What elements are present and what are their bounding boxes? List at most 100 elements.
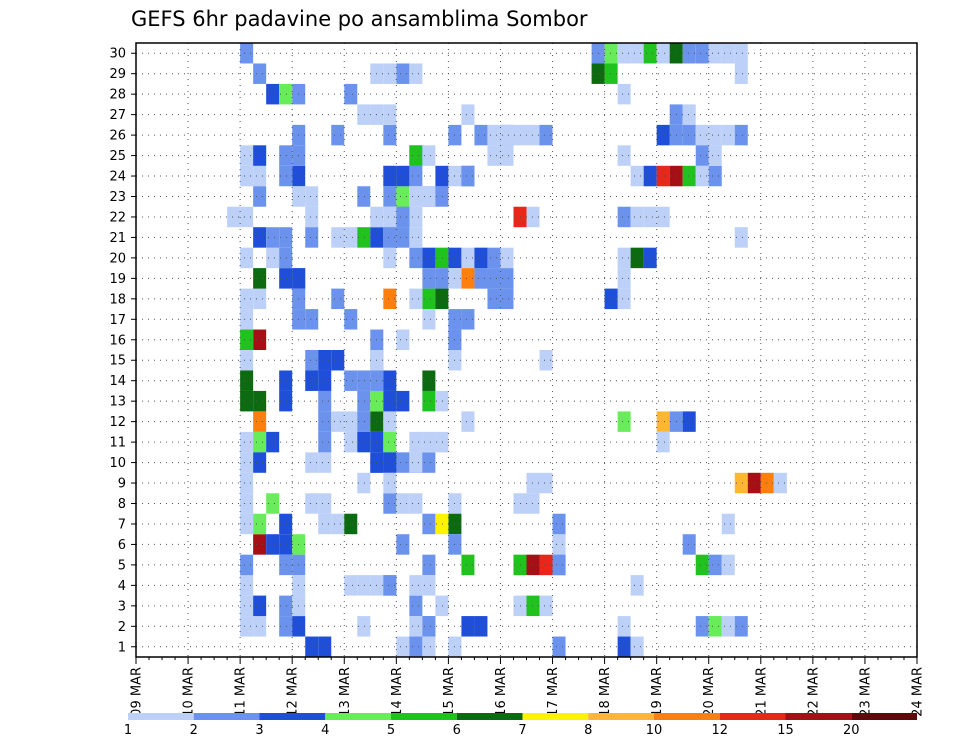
- precip-cell: [240, 206, 254, 228]
- y-tick-label: 11: [109, 436, 126, 451]
- x-axis: 09 MAR 10 MAR 11 MAR 12 MAR 13 MAR 14 MAR 15 M…: [130, 657, 926, 717]
- precip-cell: [253, 227, 267, 248]
- precip-cell: [474, 124, 488, 146]
- precip-cell: [708, 124, 722, 146]
- precip-cell: [383, 431, 397, 453]
- precip-cell: [253, 390, 267, 412]
- precip-cell: [266, 493, 280, 514]
- precip-cell: [422, 247, 436, 269]
- y-tick-label: 22: [109, 210, 126, 225]
- precip-cell: [630, 43, 644, 64]
- x-tick-label: 19 MAR: [650, 667, 665, 717]
- precip-cell: [422, 554, 436, 576]
- precip-cell: [266, 247, 280, 269]
- colorbar-label: 1: [124, 723, 132, 738]
- y-tick-label: 2: [118, 620, 126, 635]
- precip-cell: [721, 43, 735, 64]
- precip-cell: [344, 431, 358, 453]
- precip-cell: [721, 554, 735, 576]
- precip-cell: [643, 247, 657, 269]
- precip-cell: [500, 124, 514, 146]
- x-tick-label: 13 MAR: [338, 667, 353, 717]
- x-tick-label: 11 MAR: [234, 667, 249, 717]
- precip-cell: [409, 63, 423, 84]
- precip-cell: [409, 288, 423, 310]
- precip-cell: [266, 227, 280, 248]
- precip-cell: [383, 370, 397, 391]
- x-tick-label: 22 MAR: [806, 667, 821, 717]
- precip-cell: [383, 124, 397, 146]
- colorbar-label: 10: [646, 723, 663, 738]
- y-tick-label: 26: [109, 129, 126, 144]
- precip-cell: [279, 595, 293, 617]
- y-tick-label: 14: [109, 374, 126, 389]
- precip-cell: [734, 472, 748, 494]
- precip-cell: [240, 350, 254, 371]
- precip-cell: [461, 268, 475, 289]
- precip-cell: [383, 472, 397, 494]
- x-tick-label: 24 MAR: [911, 667, 926, 717]
- precip-cell: [357, 104, 371, 125]
- precip-cell: [383, 288, 397, 310]
- precip-cell: [305, 636, 319, 657]
- y-tick-label: 7: [118, 517, 126, 532]
- precip-cell: [279, 390, 293, 412]
- y-tick-label: 23: [109, 190, 126, 205]
- precip-cell: [396, 452, 410, 473]
- precip-cell: [500, 145, 514, 166]
- precip-cell: [331, 124, 345, 146]
- precip-cell: [682, 43, 696, 64]
- precip-cell: [383, 247, 397, 269]
- precip-cell: [331, 350, 345, 371]
- precip-cell: [253, 616, 267, 637]
- precip-cell: [318, 390, 332, 412]
- precip-cell: [357, 227, 371, 248]
- precip-cell: [539, 350, 553, 371]
- colorbar-swatch: [456, 713, 523, 720]
- precip-cell: [409, 616, 423, 637]
- precip-cell: [240, 493, 254, 514]
- precip-cell: [695, 43, 709, 64]
- precip-cell: [240, 575, 254, 596]
- precip-cell: [617, 268, 631, 289]
- precip-cell: [344, 227, 358, 248]
- precip-cell: [656, 43, 670, 64]
- precip-cell: [422, 186, 436, 207]
- precip-cell: [253, 268, 267, 289]
- precip-cell: [396, 534, 410, 555]
- y-tick-label: 5: [118, 558, 126, 573]
- colorbar-swatch: [391, 713, 457, 720]
- precip-cell: [552, 636, 566, 657]
- precip-cell: [383, 63, 397, 84]
- precip-cell: [383, 165, 397, 187]
- y-tick-label: 9: [118, 477, 126, 492]
- precip-cell: [617, 411, 631, 432]
- precip-cell: [500, 288, 514, 310]
- precip-cell: [240, 390, 254, 412]
- precip-cell: [526, 554, 540, 576]
- colorbar-label: 4: [321, 723, 329, 738]
- precip-cell: [331, 513, 345, 535]
- precip-cell: [331, 227, 345, 248]
- colorbar-label: 12: [711, 723, 728, 738]
- precip-cell: [409, 493, 423, 514]
- precip-cell: [383, 186, 397, 207]
- precip-cell: [357, 411, 371, 432]
- precip-cell: [474, 616, 488, 637]
- y-tick-label: 15: [109, 354, 126, 369]
- precip-cell: [487, 145, 501, 166]
- precip-cell: [409, 247, 423, 269]
- colorbar-label: 8: [584, 723, 592, 738]
- precip-cell: [318, 350, 332, 371]
- precip-cell: [682, 165, 696, 187]
- colorbar-label: 20: [843, 723, 860, 738]
- precip-cell: [396, 227, 410, 248]
- precip-cell: [396, 165, 410, 187]
- y-tick-label: 21: [109, 231, 126, 246]
- precip-cell: [383, 493, 397, 514]
- precip-cell: [630, 165, 644, 187]
- precip-cell: [266, 431, 280, 453]
- precip-cell: [253, 513, 267, 535]
- precip-cell: [305, 206, 319, 228]
